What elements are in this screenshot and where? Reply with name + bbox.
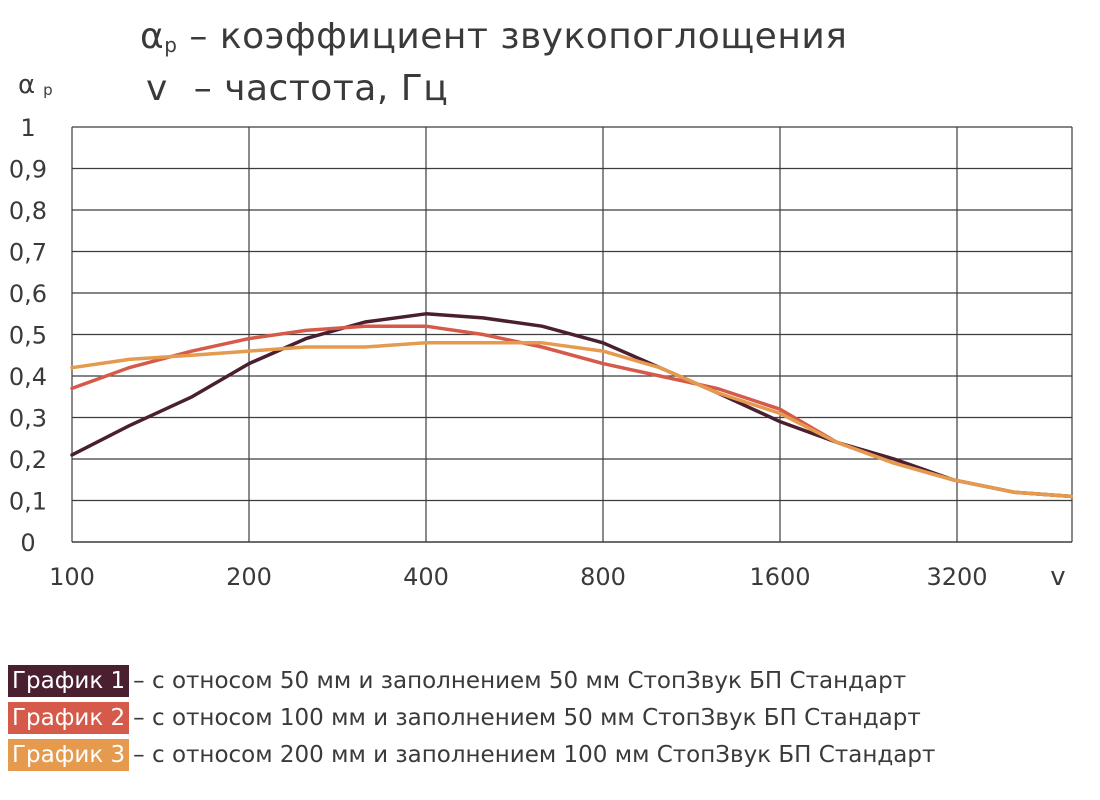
x-tick-label: 100 <box>49 563 95 591</box>
series-line-1 <box>70 312 1073 499</box>
alpha-subscript: p <box>164 33 178 57</box>
legend-item-1: График 1– с относом 50 мм и заполнением … <box>8 664 906 698</box>
y-tick-label: 0 <box>20 529 35 557</box>
y-tick-label: 0,1 <box>9 488 47 516</box>
frequency-symbol: v <box>146 68 168 109</box>
x-tick-label: 1600 <box>749 563 810 591</box>
x-tick-label: 800 <box>580 563 626 591</box>
y-axis-symbol: α <box>18 70 36 100</box>
y-tick-labels: 0 0,1 0,2 0,3 0,4 0,5 0,6 0,7 0,8 0,9 1 <box>9 114 47 557</box>
x-tick-label: 400 <box>403 563 449 591</box>
legend-key-1: График 1 <box>8 665 130 697</box>
series-line-3 <box>70 341 1073 499</box>
legend-key-3: График 3 <box>8 739 130 771</box>
absorption-chart: 0 0,1 0,2 0,3 0,4 0,5 0,6 0,7 0,8 0,9 1 100 200 400 8… <box>9 114 1073 592</box>
frequency-description: – частота, Гц <box>193 68 449 109</box>
chart-grid <box>71 126 1073 543</box>
legend-description-1: – с относом 50 мм и заполнением 50 мм Ст… <box>133 668 907 694</box>
y-tick-label: 0,8 <box>9 197 47 225</box>
x-tick-label: 200 <box>226 563 272 591</box>
y-tick-label: 0,2 <box>9 446 47 474</box>
x-tick-label: 3200 <box>926 563 987 591</box>
x-axis-label: v <box>1050 562 1065 592</box>
alpha-description: – коэффициент звукопоглощения <box>189 16 848 57</box>
y-tick-label: 0,3 <box>9 405 47 433</box>
frequency-definition: v – частота, Гц <box>146 68 448 109</box>
legend-item-2: График 2– с относом 100 мм и заполнением… <box>8 701 921 735</box>
y-tick-label: 1 <box>20 114 35 142</box>
y-tick-label: 0,5 <box>9 322 47 350</box>
x-tick-labels: 100 200 400 800 1600 3200 <box>49 563 987 591</box>
y-tick-label: 0,6 <box>9 280 47 308</box>
legend-description-3: – с относом 200 мм и заполнением 100 мм … <box>133 742 936 768</box>
y-tick-label: 0,7 <box>9 239 47 267</box>
y-tick-label: 0,9 <box>9 156 47 184</box>
y-tick-label: 0,4 <box>9 363 47 391</box>
legend-key-2: График 2 <box>8 702 130 734</box>
chart-series <box>70 312 1073 499</box>
legend-item-3: График 3– с относом 200 мм и заполнением… <box>8 738 935 772</box>
alpha-symbol: α <box>140 16 165 57</box>
legend-description-2: – с относом 100 мм и заполнением 50 мм С… <box>133 705 921 731</box>
alpha-definition: αp – коэффициент звукопоглощения <box>140 16 847 57</box>
y-axis-subscript: p <box>43 81 53 99</box>
